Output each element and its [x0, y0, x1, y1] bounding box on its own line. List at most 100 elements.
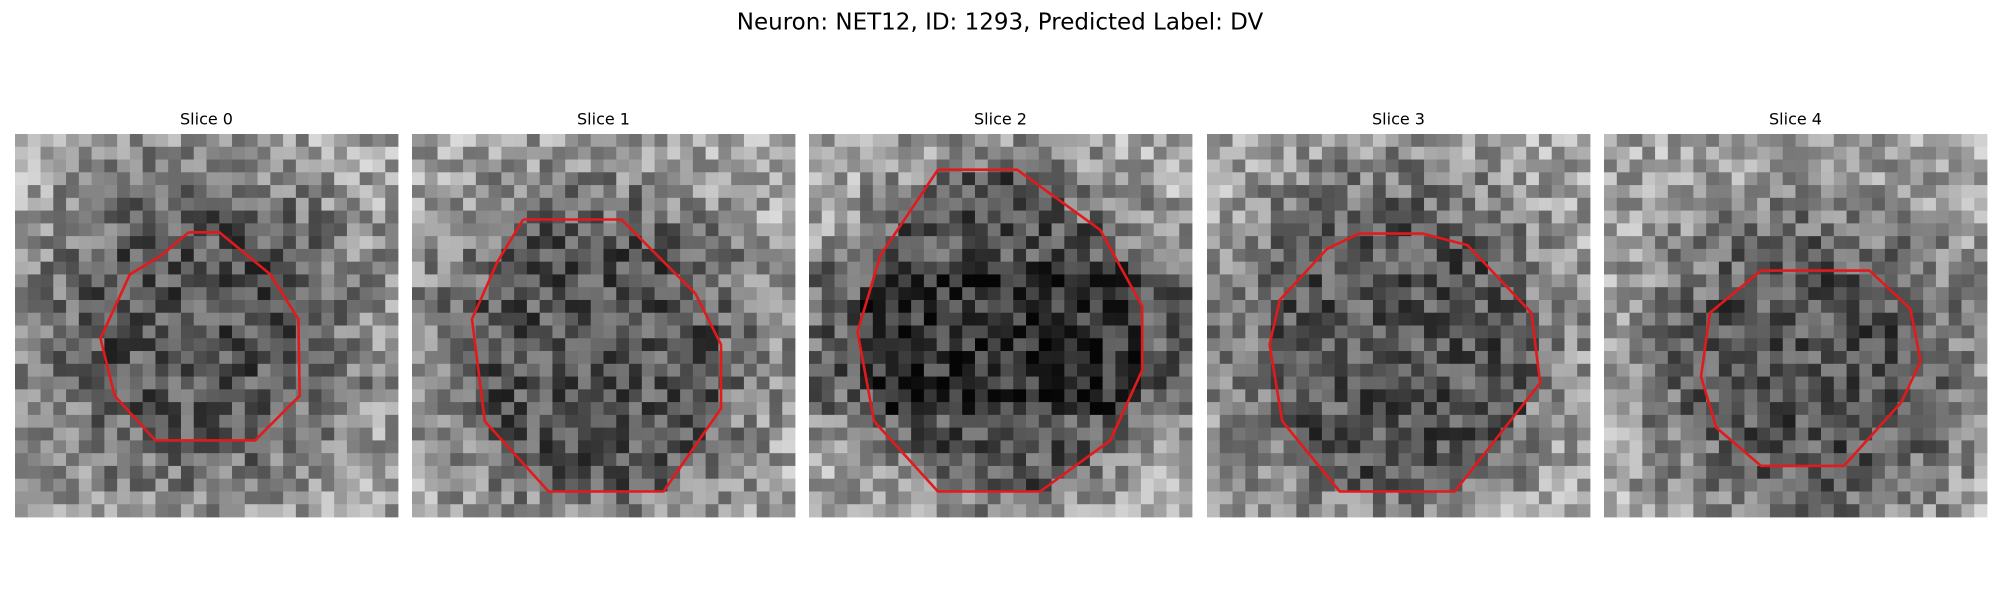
pixel: [641, 172, 655, 186]
pixel: [1153, 197, 1167, 211]
pixel: [142, 210, 156, 224]
pixel: [53, 427, 67, 441]
pixel: [552, 376, 566, 390]
pixel: [334, 210, 348, 224]
pixel: [78, 440, 92, 454]
pixel: [590, 185, 604, 199]
pixel: [705, 274, 719, 288]
pixel: [821, 465, 835, 480]
pixel: [705, 376, 719, 390]
pixel: [539, 223, 553, 237]
pixel: [359, 376, 373, 390]
pixel: [180, 236, 195, 250]
pixel: [334, 287, 348, 301]
pixel: [463, 491, 477, 505]
pixel: [1115, 299, 1129, 314]
pixel: [1833, 504, 1847, 518]
pixel: [53, 287, 67, 301]
pixel: [1769, 376, 1784, 390]
pixel: [1884, 261, 1899, 275]
pixel: [488, 402, 502, 416]
pixel: [232, 287, 246, 301]
pixel: [872, 453, 886, 467]
pixel: [488, 453, 502, 467]
pixel: [1140, 504, 1155, 518]
pixel: [1948, 299, 1962, 314]
pixel: [962, 338, 976, 352]
pixel: [206, 172, 220, 186]
pixel: [1616, 402, 1630, 416]
pixel: [1500, 453, 1514, 467]
pixel: [1769, 363, 1784, 377]
pixel: [731, 363, 745, 377]
pixel: [603, 376, 617, 390]
pixel: [1334, 274, 1348, 288]
pixel: [295, 376, 310, 390]
pixel: [475, 478, 489, 492]
pixel: [424, 287, 438, 301]
pixel: [308, 248, 322, 263]
pixel: [1604, 210, 1618, 224]
pixel: [590, 159, 604, 173]
pixel: [283, 274, 297, 288]
pixel: [705, 261, 719, 275]
pixel: [616, 312, 630, 326]
pixel: [1731, 504, 1745, 518]
pixel: [91, 172, 105, 186]
pixel: [168, 146, 182, 160]
pixel: [616, 414, 630, 429]
pixel: [1385, 197, 1399, 211]
pixel: [1604, 427, 1618, 441]
pixel: [91, 491, 105, 505]
pixel: [552, 185, 566, 199]
pixel: [1258, 402, 1272, 416]
pixel: [219, 414, 233, 429]
pixel: [1538, 236, 1553, 250]
pixel: [15, 159, 29, 173]
pixel: [1436, 453, 1450, 467]
pixel: [1475, 363, 1489, 377]
pixel: [1718, 312, 1733, 326]
pixel: [1629, 402, 1643, 416]
pixel: [1667, 389, 1681, 403]
pixel: [526, 338, 541, 352]
pixel: [1655, 351, 1669, 365]
pixel: [809, 223, 823, 237]
pixel: [923, 210, 938, 224]
pixel: [577, 402, 592, 416]
pixel: [1667, 491, 1681, 505]
image-panel: [15, 134, 399, 518]
pixel: [321, 427, 335, 441]
pixel: [1513, 465, 1527, 480]
pixel: [193, 478, 207, 492]
pixel: [168, 172, 182, 186]
pixel: [1179, 478, 1193, 492]
pixel: [1026, 389, 1040, 403]
pixel: [1706, 325, 1720, 339]
pixel: [1667, 453, 1681, 467]
pixel: [616, 440, 630, 454]
pixel: [1564, 478, 1578, 492]
pixel: [1411, 325, 1425, 339]
pixel: [1513, 172, 1527, 186]
pixel: [488, 172, 502, 186]
pixel: [872, 312, 886, 326]
pixel: [1795, 453, 1809, 467]
pixel: [847, 440, 861, 454]
pixel: [1655, 427, 1669, 441]
pixel: [1411, 210, 1425, 224]
pixel: [654, 299, 668, 314]
pixel: [450, 312, 464, 326]
pixel: [898, 172, 912, 186]
pixel: [1115, 197, 1129, 211]
pixel: [1000, 197, 1014, 211]
pixel: [1872, 504, 1886, 518]
pixel: [334, 185, 348, 199]
pixel: [78, 338, 92, 352]
pixel: [321, 376, 335, 390]
pixel: [206, 427, 220, 441]
pixel: [590, 287, 604, 301]
pixel: [40, 389, 54, 403]
pixel: [782, 363, 796, 377]
pixel: [1334, 197, 1348, 211]
